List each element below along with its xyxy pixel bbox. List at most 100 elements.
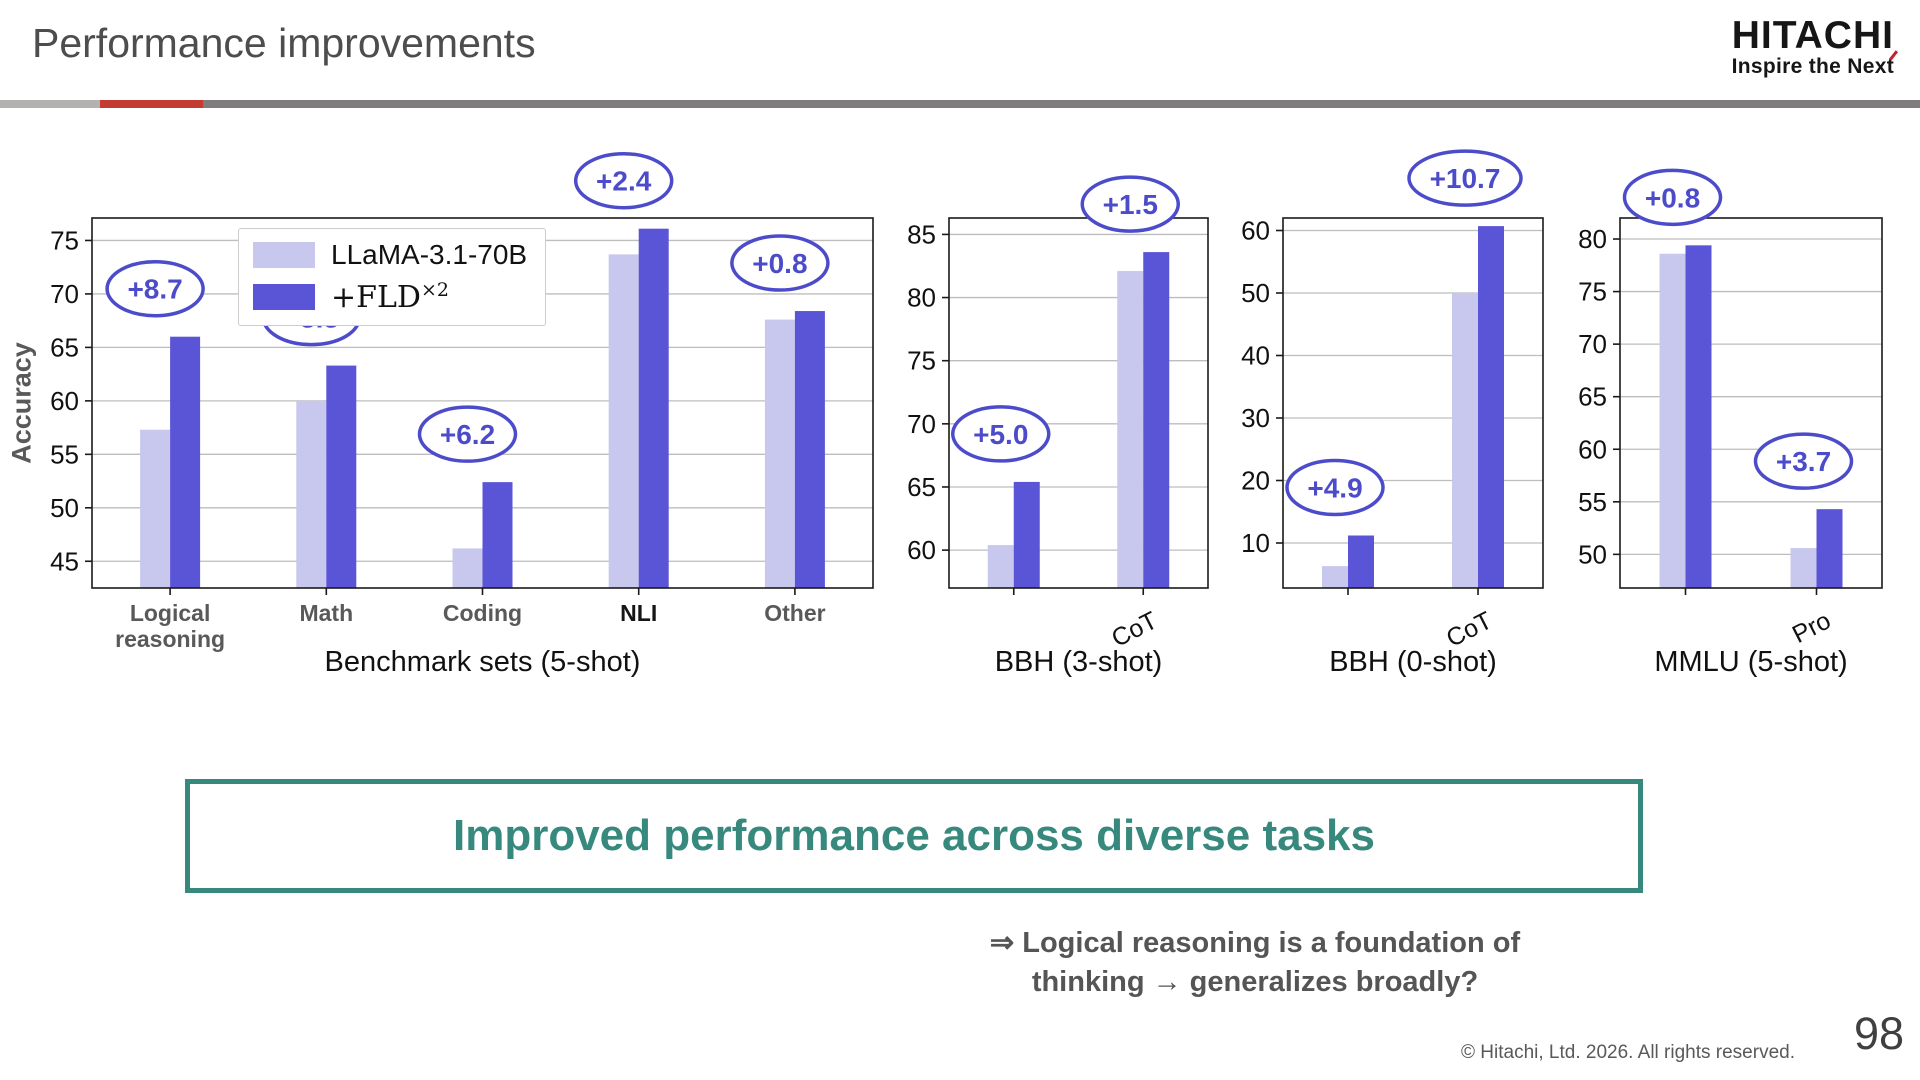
y-tick-label: 65: [50, 332, 79, 362]
bar-fld: [1348, 535, 1374, 588]
bar-llama: [296, 400, 327, 588]
title-divider: [0, 100, 1920, 108]
y-tick-label: 55: [1578, 487, 1607, 517]
y-tick-label: 20: [1241, 466, 1270, 496]
y-tick-label: 70: [1578, 329, 1607, 359]
y-tick-label: 80: [907, 283, 936, 313]
chart-title: BBH (0-shot): [1329, 646, 1497, 678]
bar-fld: [1478, 226, 1504, 588]
annotation-bubble: [417, 405, 518, 463]
callout-box: Improved performance across diverse task…: [185, 779, 1643, 893]
y-tick-label: 85: [907, 219, 936, 249]
bar-fld: [638, 228, 669, 588]
bar-fld: [794, 311, 825, 588]
y-tick-label: 55: [50, 439, 79, 469]
y-tick-label: 70: [907, 409, 936, 439]
x-tick-label: Pro: [1788, 606, 1835, 649]
annotation-value: +0.8: [1645, 182, 1700, 213]
annotation-value: +6.2: [440, 419, 495, 450]
annotation-bubble: [730, 234, 830, 292]
y-tick-label: 60: [1241, 216, 1270, 246]
chart-border: [1619, 217, 1883, 589]
y-tick-label: 30: [1241, 403, 1270, 433]
category-label: Coding: [442, 600, 523, 626]
y-tick-label: 10: [1241, 528, 1270, 558]
legend-swatch-fld: [253, 284, 315, 310]
legend-swatch-llama: [253, 242, 315, 268]
chart-border: [948, 217, 1209, 589]
y-tick-label: 45: [50, 546, 79, 576]
annotation-bubble: [951, 405, 1051, 463]
category-label: NLI: [620, 600, 658, 626]
legend-label-fld-base: +FLD: [331, 280, 421, 315]
category-label: Math: [299, 600, 354, 626]
bar-llama: [1117, 271, 1144, 588]
annotation-bubble: [105, 259, 205, 318]
chart-legend: LLaMA-3.1-70B +FLD×2: [238, 228, 547, 326]
y-tick-label: 50: [50, 493, 79, 523]
bar-llama: [1659, 253, 1686, 588]
legend-row-fld: +FLD×2: [253, 279, 527, 315]
chart-title: Benchmark sets (5-shot): [324, 646, 641, 678]
logo-slogan-text: Inspire the Next: [1731, 55, 1894, 78]
bar-fld: [1143, 252, 1170, 588]
bar-llama: [1452, 293, 1478, 588]
conclusion-note: ⇒ Logical reasoning is a foundation of t…: [855, 924, 1655, 1002]
chart-mmlu-5-shot-: 50 55 60 65 70 75 80 Pro +0.8 +3.7: [1578, 168, 1883, 649]
y-tick-label: 60: [907, 535, 936, 565]
y-tick-label: 50: [1578, 539, 1607, 569]
y-tick-label: 40: [1241, 341, 1270, 371]
legend-label-llama: LLaMA-3.1-70B: [331, 239, 528, 270]
copyright-text: © Hitachi, Ltd. 2026. All rights reserve…: [1461, 1042, 1795, 1063]
y-tick-label: 75: [907, 346, 936, 376]
annotation-bubble: [1407, 149, 1523, 207]
legend-label-fld: +FLD×2: [331, 279, 449, 315]
bar-llama: [452, 548, 483, 588]
bar-llama: [764, 319, 795, 588]
bar-llama: [608, 254, 639, 588]
y-tick-label: 70: [50, 279, 79, 309]
divider-segment-red: [100, 100, 203, 108]
annotation-value: +5.0: [973, 419, 1028, 450]
y-tick-label: 80: [1578, 224, 1607, 254]
chart-border: [1282, 217, 1544, 589]
plot-area: [1620, 218, 1882, 588]
chart-title: BBH (3-shot): [994, 646, 1163, 678]
callout-text: Improved performance across diverse task…: [452, 811, 1375, 860]
divider-segment-gray: [203, 100, 1920, 108]
y-tick-label: 75: [50, 225, 79, 255]
bar-fld: [1013, 481, 1040, 588]
annotation-value: +8.7: [127, 274, 182, 305]
divider-segment-light: [0, 100, 100, 108]
bar-fld: [482, 482, 513, 588]
y-tick-label: 60: [1578, 434, 1607, 464]
y-tick-label: 50: [1241, 278, 1270, 308]
logo-name: HITACHI: [1731, 14, 1894, 57]
bar-fld: [1816, 509, 1843, 588]
annotation-value: +0.8: [752, 248, 807, 279]
logo-slogan: Inspire the Next: [1731, 50, 1899, 79]
bar-llama: [1790, 548, 1817, 588]
annotation-bubble: [1753, 432, 1854, 490]
annotation-bubble: [1285, 458, 1385, 517]
page-number: 98: [1853, 1008, 1904, 1059]
annotation-value: +1.5: [1103, 189, 1158, 220]
annotation-value: +4.9: [1307, 473, 1362, 504]
bar-fld: [1685, 245, 1712, 589]
bar-fld: [170, 336, 201, 588]
bar-llama: [987, 545, 1014, 588]
category-label: Other: [764, 600, 826, 626]
legend-label-fld-sup: ×2: [420, 279, 449, 301]
bar-llama: [1322, 566, 1348, 588]
note-line-2: thinking → generalizes broadly?: [1031, 966, 1479, 999]
note-line-1: ⇒ Logical reasoning is a foundation of: [989, 927, 1521, 959]
annotation-bubble: [1080, 175, 1180, 233]
bar-fld: [326, 365, 357, 588]
annotation-value: +10.7: [1430, 163, 1501, 194]
page-title: Performance improvements: [32, 20, 536, 66]
y-tick-label: 75: [1578, 277, 1607, 307]
